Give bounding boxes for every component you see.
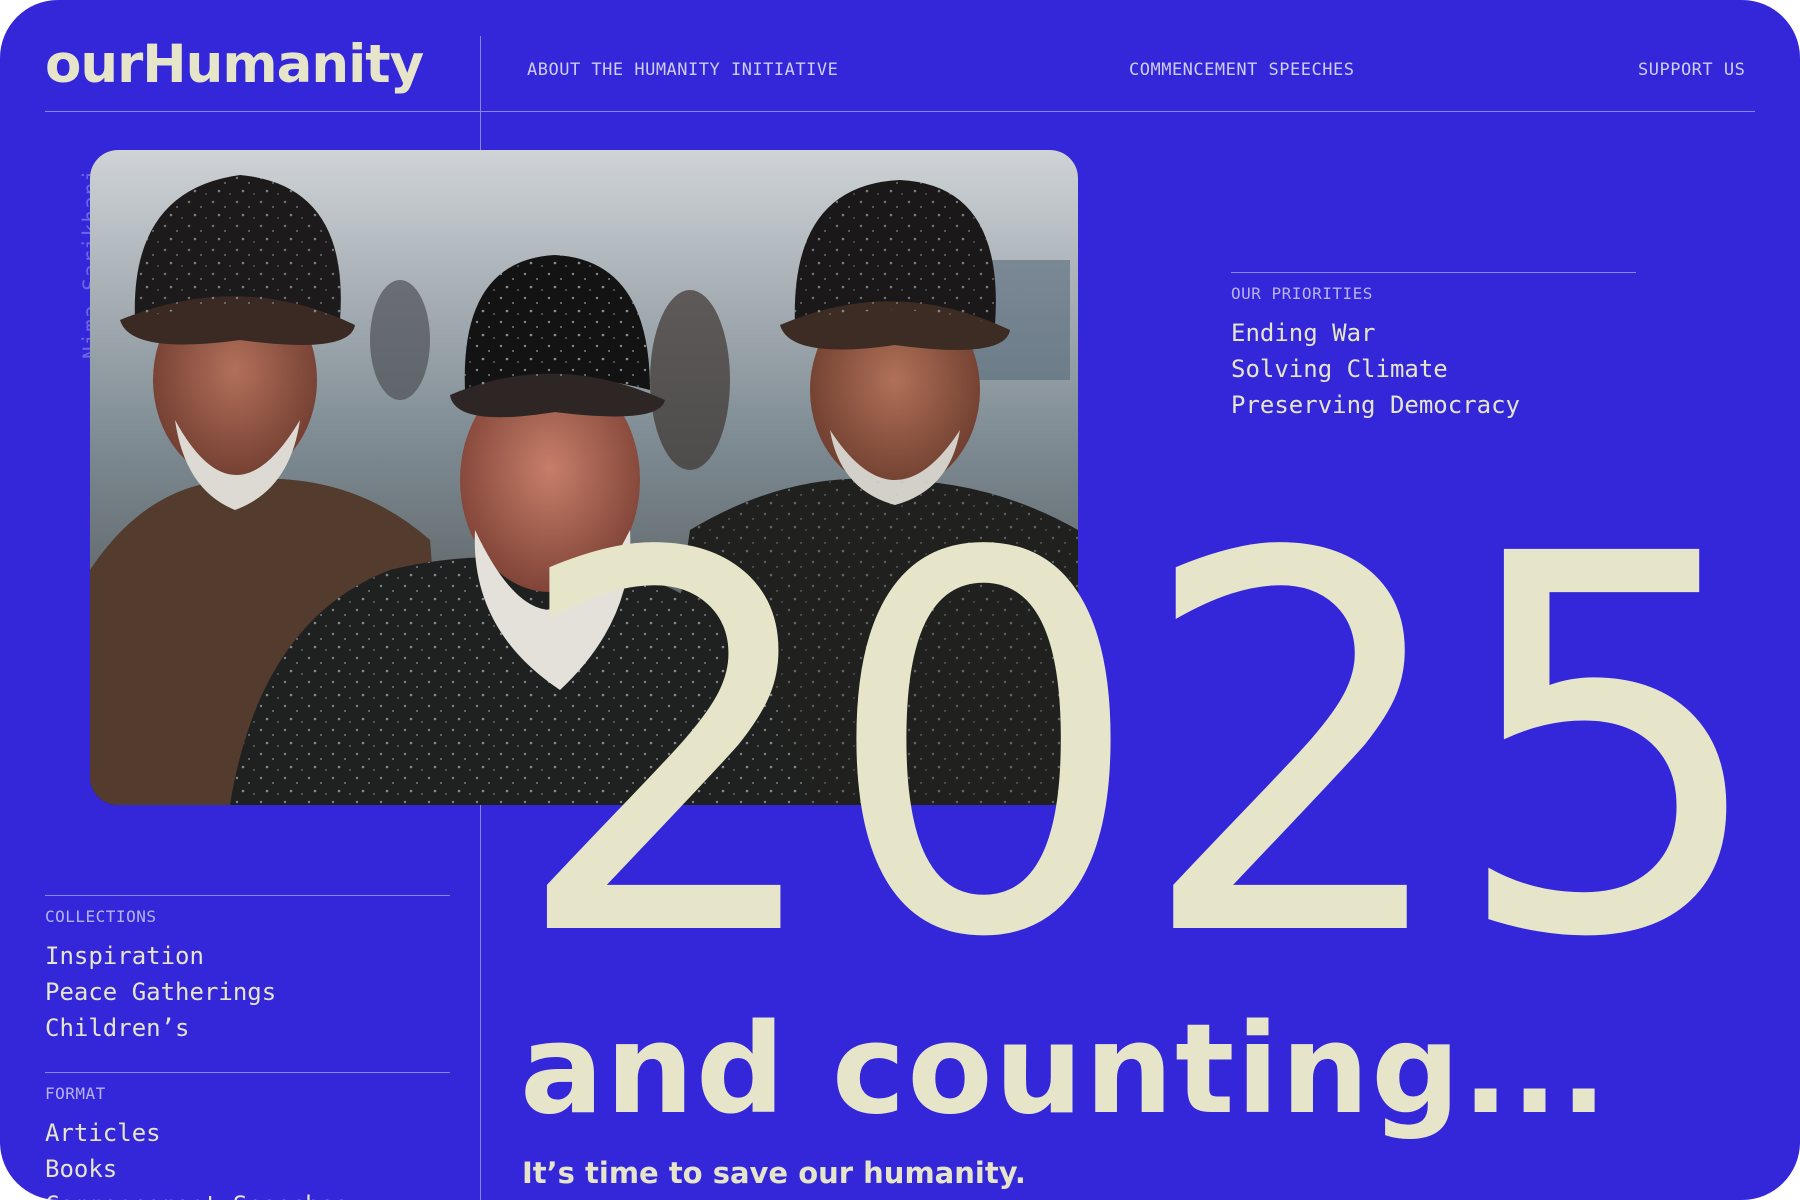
format-label: FORMAT xyxy=(45,1084,106,1103)
collection-item-childrens[interactable]: Children’s xyxy=(45,1014,190,1042)
hero-headline: and counting... xyxy=(520,998,1610,1142)
hero-tagline: It’s time to save our humanity. xyxy=(522,1156,1026,1190)
collections-list: Inspiration Peace Gatherings Children’s xyxy=(45,938,276,1046)
collections-label: COLLECTIONS xyxy=(45,907,157,926)
header-divider xyxy=(45,111,1755,112)
collection-item-inspiration[interactable]: Inspiration xyxy=(45,942,204,970)
format-item-commencement-speeches[interactable]: Commencement Speeches xyxy=(45,1187,348,1200)
priorities-list: Ending War Solving Climate Preserving De… xyxy=(1231,315,1520,423)
nav-link-commencement-speeches[interactable]: COMMENCEMENT SPEECHES xyxy=(1129,60,1355,80)
hero-photo xyxy=(90,150,1078,805)
format-list: Articles Books Commencement Speeches xyxy=(45,1115,348,1200)
collections-divider xyxy=(45,895,450,896)
priorities-label: OUR PRIORITIES xyxy=(1231,284,1373,303)
site-logo[interactable]: ourHumanity xyxy=(45,34,424,95)
priorities-divider xyxy=(1231,272,1636,273)
priority-item-ending-war[interactable]: Ending War xyxy=(1231,319,1376,347)
format-divider xyxy=(45,1072,450,1073)
collection-item-peace-gatherings[interactable]: Peace Gatherings xyxy=(45,978,277,1006)
priority-item-solving-climate[interactable]: Solving Climate xyxy=(1231,355,1448,383)
hero-year: 2025 xyxy=(510,445,1770,1051)
priority-item-preserving-democracy[interactable]: Preserving Democracy xyxy=(1231,391,1520,419)
nav-link-about[interactable]: ABOUT THE HUMANITY INITIATIVE xyxy=(527,60,839,80)
format-item-articles[interactable]: Articles xyxy=(45,1119,161,1147)
nav-link-support-us[interactable]: SUPPORT US xyxy=(1638,60,1746,80)
format-item-books[interactable]: Books xyxy=(45,1155,118,1183)
